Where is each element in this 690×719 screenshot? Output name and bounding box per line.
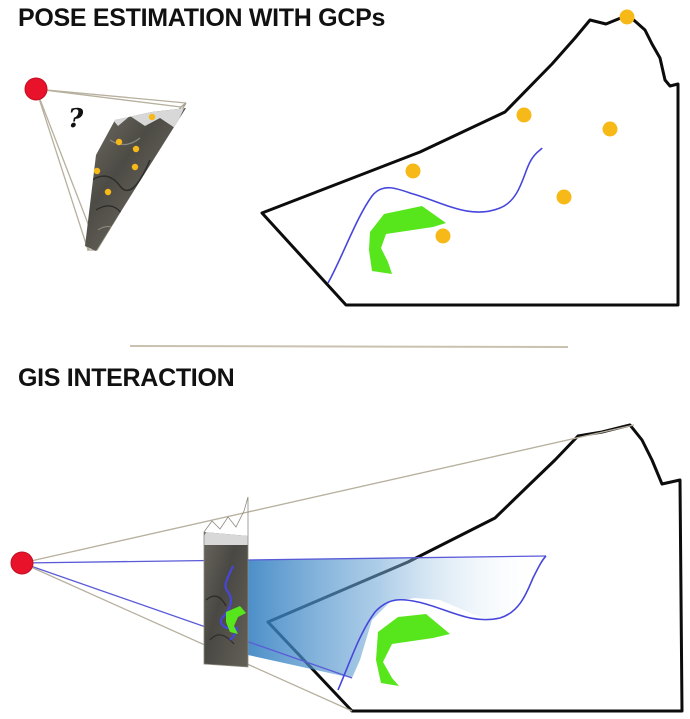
river-line-bottom	[337, 555, 547, 691]
pose-estimation-heading: POSE ESTIMATION WITH GCPs	[18, 4, 386, 32]
gcp-icon	[619, 9, 635, 25]
view-rays-bottom	[21, 424, 635, 712]
photo-region-polygon	[226, 606, 246, 634]
gcp-icon	[131, 163, 139, 171]
gcp-icon	[93, 167, 101, 175]
photo-gcp-markers	[93, 113, 156, 196]
gcp-icon	[115, 138, 123, 146]
gcp-icon	[516, 107, 532, 123]
ground-control-points	[405, 9, 635, 244]
gis-interaction-heading: GIS INTERACTION	[18, 364, 235, 392]
gcp-icon	[602, 121, 618, 137]
unknown-camera-icon	[24, 77, 48, 101]
gcp-icon	[104, 188, 112, 196]
camera-icon	[10, 551, 34, 575]
projection-volume	[21, 555, 547, 679]
region-polygon-bottom	[376, 614, 450, 686]
unknown-pose-mark: ?	[68, 104, 84, 134]
gcp-icon	[405, 163, 421, 179]
gcp-icon	[148, 113, 156, 121]
gcp-icon	[435, 228, 451, 244]
gcp-icon	[556, 189, 572, 205]
gcp-icon	[132, 145, 140, 153]
section-divider	[129, 345, 569, 348]
region-polygon-top	[369, 206, 446, 274]
river-line-top	[327, 147, 543, 284]
rock-photo-projected	[203, 496, 249, 668]
terrain-outline-top	[260, 13, 680, 307]
photo-river-line	[219, 565, 239, 641]
rock-photo-thumbnail	[85, 108, 186, 251]
